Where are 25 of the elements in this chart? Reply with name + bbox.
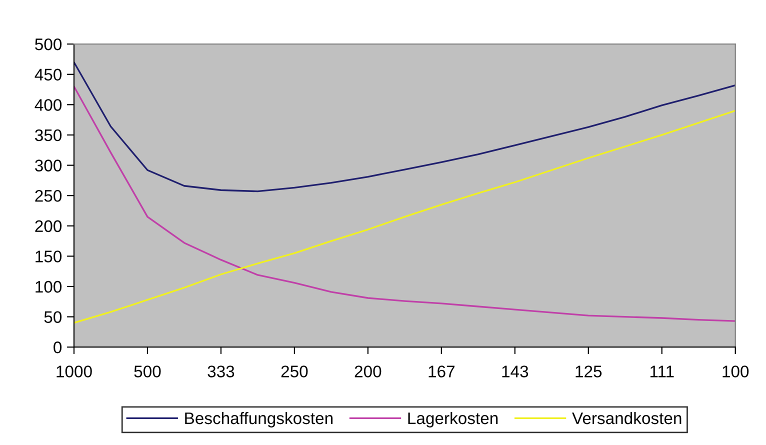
x-tick-label: 111 [650,366,674,378]
x-tick-label: 125 [576,366,602,378]
y-tick-label: 0 [54,342,62,354]
x-tick-label: 200 [354,366,382,378]
x-tick-label: 100 [722,366,749,378]
y-tick-label: 100 [36,280,62,293]
x-tick-label: 500 [134,366,161,378]
line-series [74,61,736,192]
y-tick-label: 250 [35,190,62,202]
y-tick-label: 400 [34,99,62,111]
x-tick-label: 250 [281,366,308,378]
y-tick-label: 50 [44,311,62,323]
y-tick-label: 350 [35,129,62,142]
legend-label: Versandkosten [572,412,682,424]
x-tick-label: 167 [428,366,454,378]
x-tick-label: 143 [502,366,528,378]
x-tick-label: 333 [208,366,234,378]
legend-label: Beschaffungskosten [185,412,333,428]
y-tick-label: 150 [36,250,62,262]
y-tick-label: 200 [35,220,62,232]
y-tick-label: 450 [34,68,62,81]
y-tick-label: 500 [35,38,62,50]
legend-label: Lagerkosten [408,412,498,428]
x-tick-label: 1000 [56,366,92,378]
y-tick-label: 300 [35,160,62,172]
